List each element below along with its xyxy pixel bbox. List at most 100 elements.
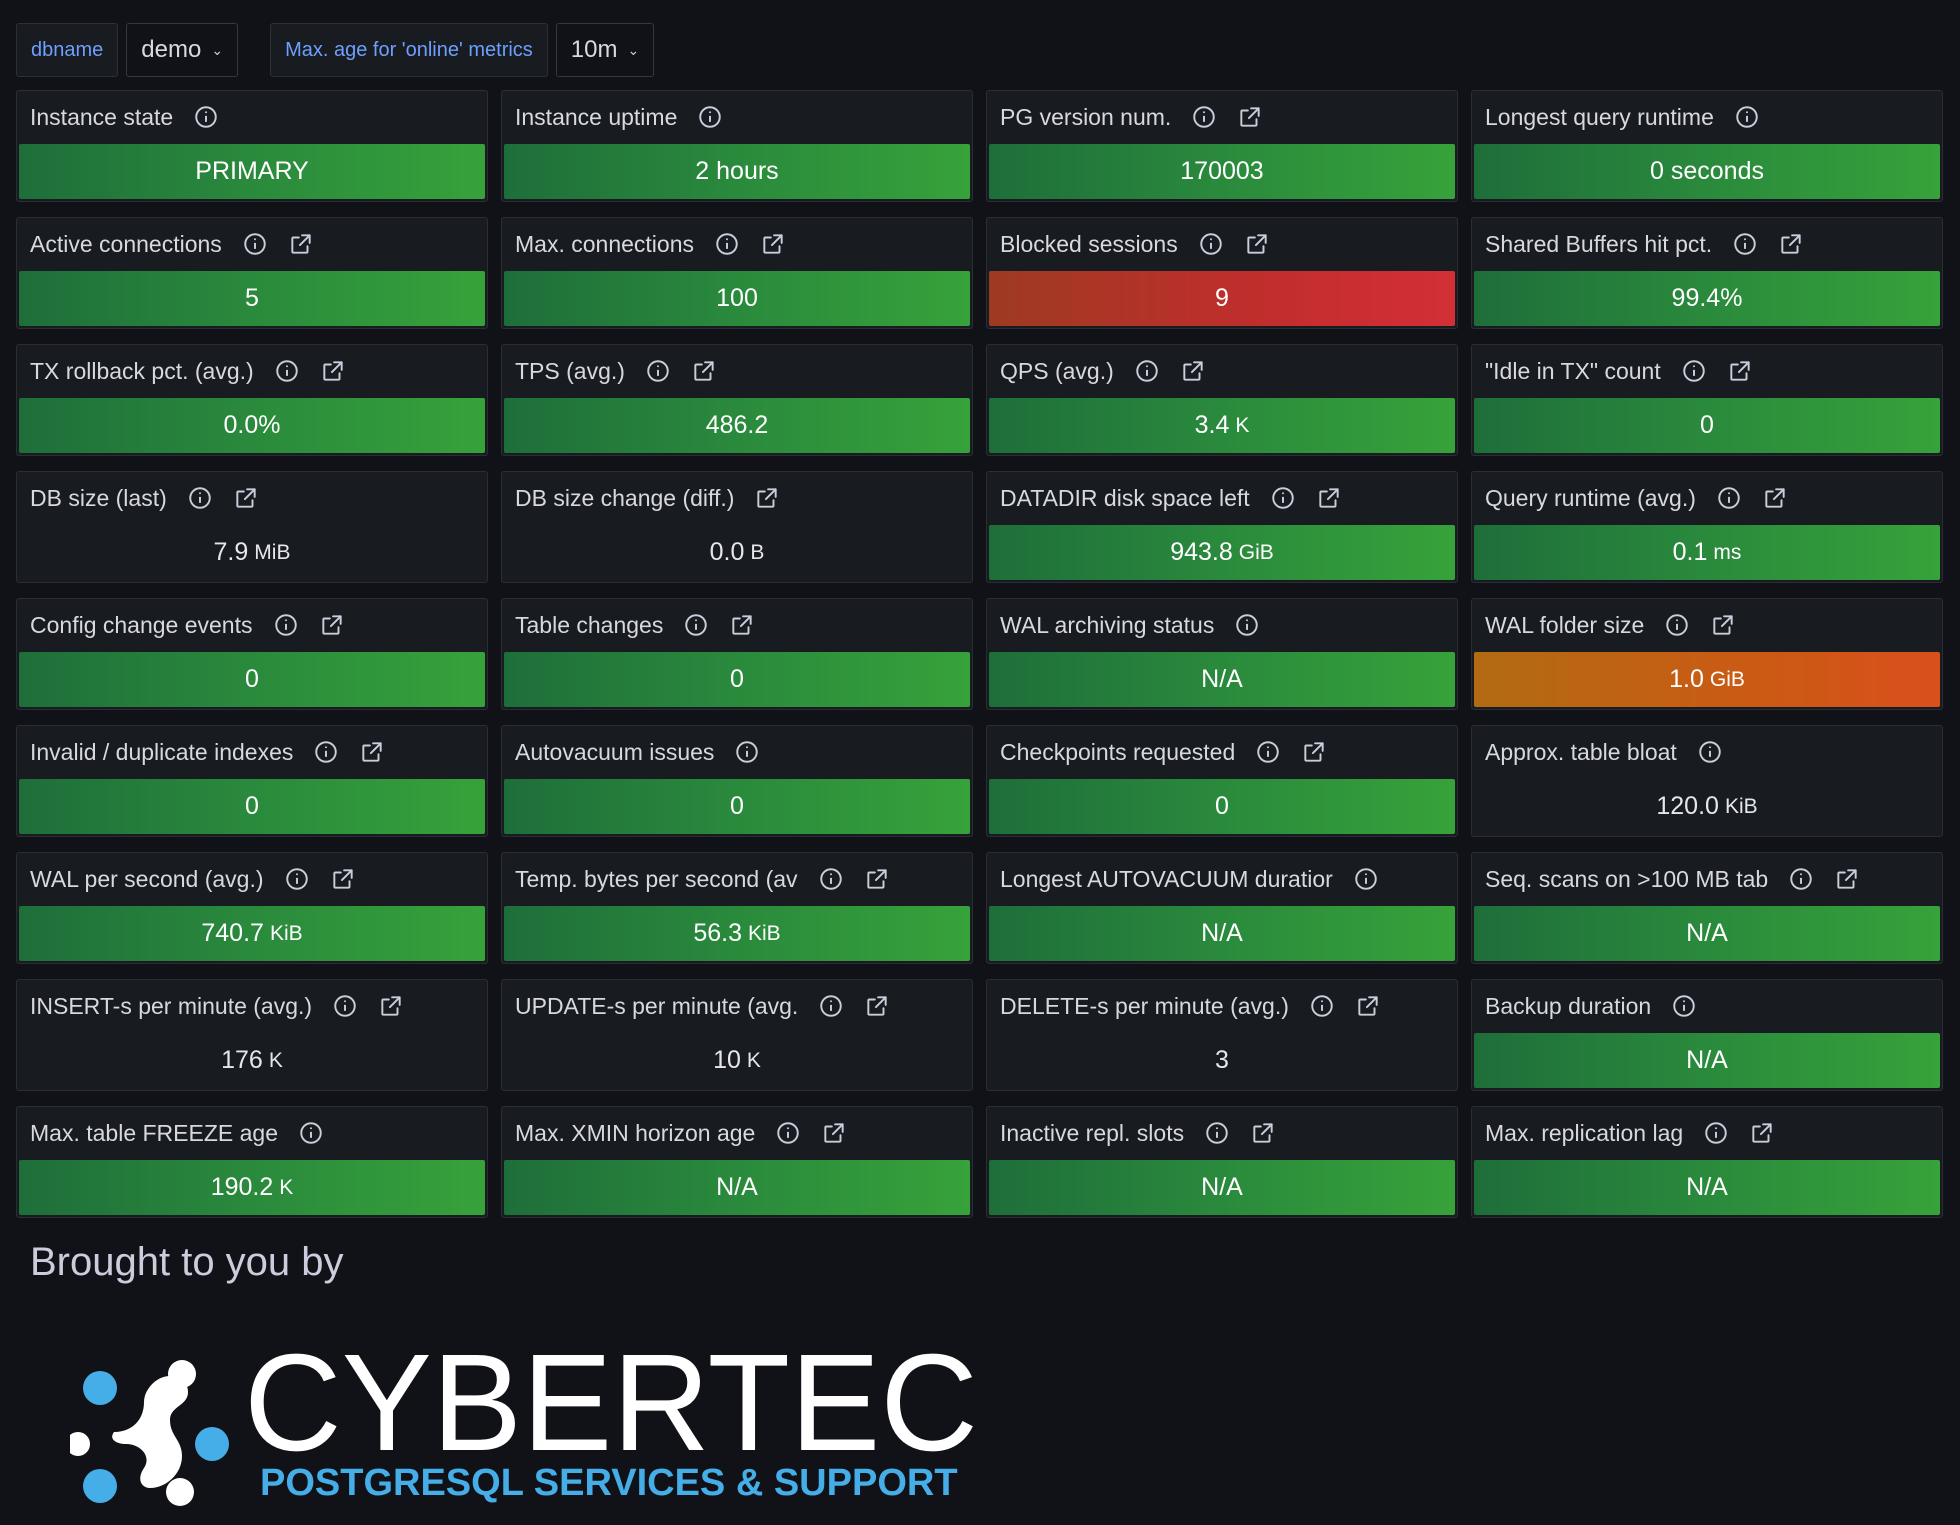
info-icon[interactable] [1255,739,1281,765]
external-link-icon[interactable] [754,485,780,511]
stat-panel[interactable]: Autovacuum issues 0 [501,725,973,837]
stat-panel[interactable]: Instance state PRIMARY [16,90,488,202]
info-icon[interactable] [1671,993,1697,1019]
stat-panel[interactable]: Config change events 0 [16,598,488,710]
info-icon[interactable] [1270,485,1296,511]
external-link-icon[interactable] [729,612,755,638]
info-icon[interactable] [274,358,300,384]
info-icon[interactable] [1204,1120,1230,1146]
external-link-icon[interactable] [319,612,345,638]
cybertec-logo[interactable]: CYBERTEC POSTGRESQL SERVICES & SUPPORT [70,1334,978,1510]
stat-panel[interactable]: Longest query runtime 0 seconds [1471,90,1943,202]
external-link-icon[interactable] [760,231,786,257]
stat-panel[interactable]: INSERT-s per minute (avg.) 176 K [16,979,488,1091]
stat-panel[interactable]: Active connections 5 [16,217,488,329]
stat-panel[interactable]: DB size change (diff.) 0.0 B [501,471,973,583]
stat-panel[interactable]: DELETE-s per minute (avg.) 3 [986,979,1458,1091]
info-icon[interactable] [1703,1120,1729,1146]
info-icon[interactable] [1788,866,1814,892]
info-icon[interactable] [775,1120,801,1146]
stat-panel[interactable]: Seq. scans on >100 MB tab N/A [1471,852,1943,964]
info-icon[interactable] [1681,358,1707,384]
info-icon[interactable] [313,739,339,765]
stat-panel[interactable]: PG version num. 170003 [986,90,1458,202]
stat-panel[interactable]: Max. replication lag N/A [1471,1106,1943,1218]
stat-panel[interactable]: Inactive repl. slots N/A [986,1106,1458,1218]
stat-panel[interactable]: Blocked sessions 9 [986,217,1458,329]
info-icon[interactable] [1716,485,1742,511]
external-link-icon[interactable] [1316,485,1342,511]
dbname-select[interactable]: demo ⌄ [126,23,239,77]
external-link-icon[interactable] [233,485,259,511]
info-icon[interactable] [284,866,310,892]
external-link-icon[interactable] [359,739,385,765]
external-link-icon[interactable] [1237,104,1263,130]
info-icon[interactable] [734,739,760,765]
external-link-icon[interactable] [864,993,890,1019]
info-icon[interactable] [1697,739,1723,765]
external-link-icon[interactable] [1301,739,1327,765]
info-icon[interactable] [187,485,213,511]
stat-panel[interactable]: TPS (avg.) 486.2 [501,344,973,456]
info-icon[interactable] [714,231,740,257]
info-icon[interactable] [273,612,299,638]
external-link-icon[interactable] [691,358,717,384]
external-link-icon[interactable] [1778,231,1804,257]
stat-panel[interactable]: Temp. bytes per second (av 56.3 KiB [501,852,973,964]
external-link-icon[interactable] [1834,866,1860,892]
stat-panel[interactable]: Invalid / duplicate indexes 0 [16,725,488,837]
external-link-icon[interactable] [330,866,356,892]
external-link-icon[interactable] [1250,1120,1276,1146]
info-icon[interactable] [193,104,219,130]
info-icon[interactable] [1198,231,1224,257]
info-icon[interactable] [683,612,709,638]
external-link-icon[interactable] [1749,1120,1775,1146]
external-link-icon[interactable] [1244,231,1270,257]
external-link-icon[interactable] [1762,485,1788,511]
external-link-icon[interactable] [821,1120,847,1146]
stat-panel[interactable]: Max. connections 100 [501,217,973,329]
external-link-icon[interactable] [1180,358,1206,384]
info-icon[interactable] [1734,104,1760,130]
info-icon[interactable] [242,231,268,257]
info-icon[interactable] [818,993,844,1019]
info-icon[interactable] [1234,612,1260,638]
stat-panel[interactable]: Max. table FREEZE age 190.2 K [16,1106,488,1218]
external-link-icon[interactable] [1710,612,1736,638]
info-icon[interactable] [1353,866,1379,892]
info-icon[interactable] [1309,993,1335,1019]
info-icon[interactable] [1732,231,1758,257]
max-age-select[interactable]: 10m ⌄ [555,23,655,77]
stat-panel[interactable]: QPS (avg.) 3.4 K [986,344,1458,456]
info-icon[interactable] [1664,612,1690,638]
info-icon[interactable] [298,1120,324,1146]
info-icon[interactable] [818,866,844,892]
info-icon[interactable] [1191,104,1217,130]
external-link-icon[interactable] [864,866,890,892]
info-icon[interactable] [645,358,671,384]
stat-panel[interactable]: Approx. table bloat 120.0 KiB [1471,725,1943,837]
stat-panel[interactable]: DATADIR disk space left 943.8 GiB [986,471,1458,583]
stat-panel[interactable]: Query runtime (avg.) 0.1 ms [1471,471,1943,583]
stat-panel[interactable]: Max. XMIN horizon age N/A [501,1106,973,1218]
stat-panel[interactable]: "Idle in TX" count 0 [1471,344,1943,456]
stat-panel[interactable]: Instance uptime 2 hours [501,90,973,202]
info-icon[interactable] [1134,358,1160,384]
stat-panel[interactable]: Longest AUTOVACUUM duratior N/A [986,852,1458,964]
stat-panel[interactable]: UPDATE-s per minute (avg. 10 K [501,979,973,1091]
stat-panel[interactable]: Checkpoints requested 0 [986,725,1458,837]
external-link-icon[interactable] [320,358,346,384]
stat-panel[interactable]: Backup duration N/A [1471,979,1943,1091]
info-icon[interactable] [697,104,723,130]
external-link-icon[interactable] [1355,993,1381,1019]
stat-panel[interactable]: WAL folder size 1.0 GiB [1471,598,1943,710]
stat-panel[interactable]: DB size (last) 7.9 MiB [16,471,488,583]
stat-panel[interactable]: Shared Buffers hit pct. 99.4% [1471,217,1943,329]
external-link-icon[interactable] [288,231,314,257]
external-link-icon[interactable] [378,993,404,1019]
stat-panel[interactable]: WAL archiving status N/A [986,598,1458,710]
stat-panel[interactable]: WAL per second (avg.) 740.7 KiB [16,852,488,964]
info-icon[interactable] [332,993,358,1019]
external-link-icon[interactable] [1727,358,1753,384]
stat-panel[interactable]: Table changes 0 [501,598,973,710]
